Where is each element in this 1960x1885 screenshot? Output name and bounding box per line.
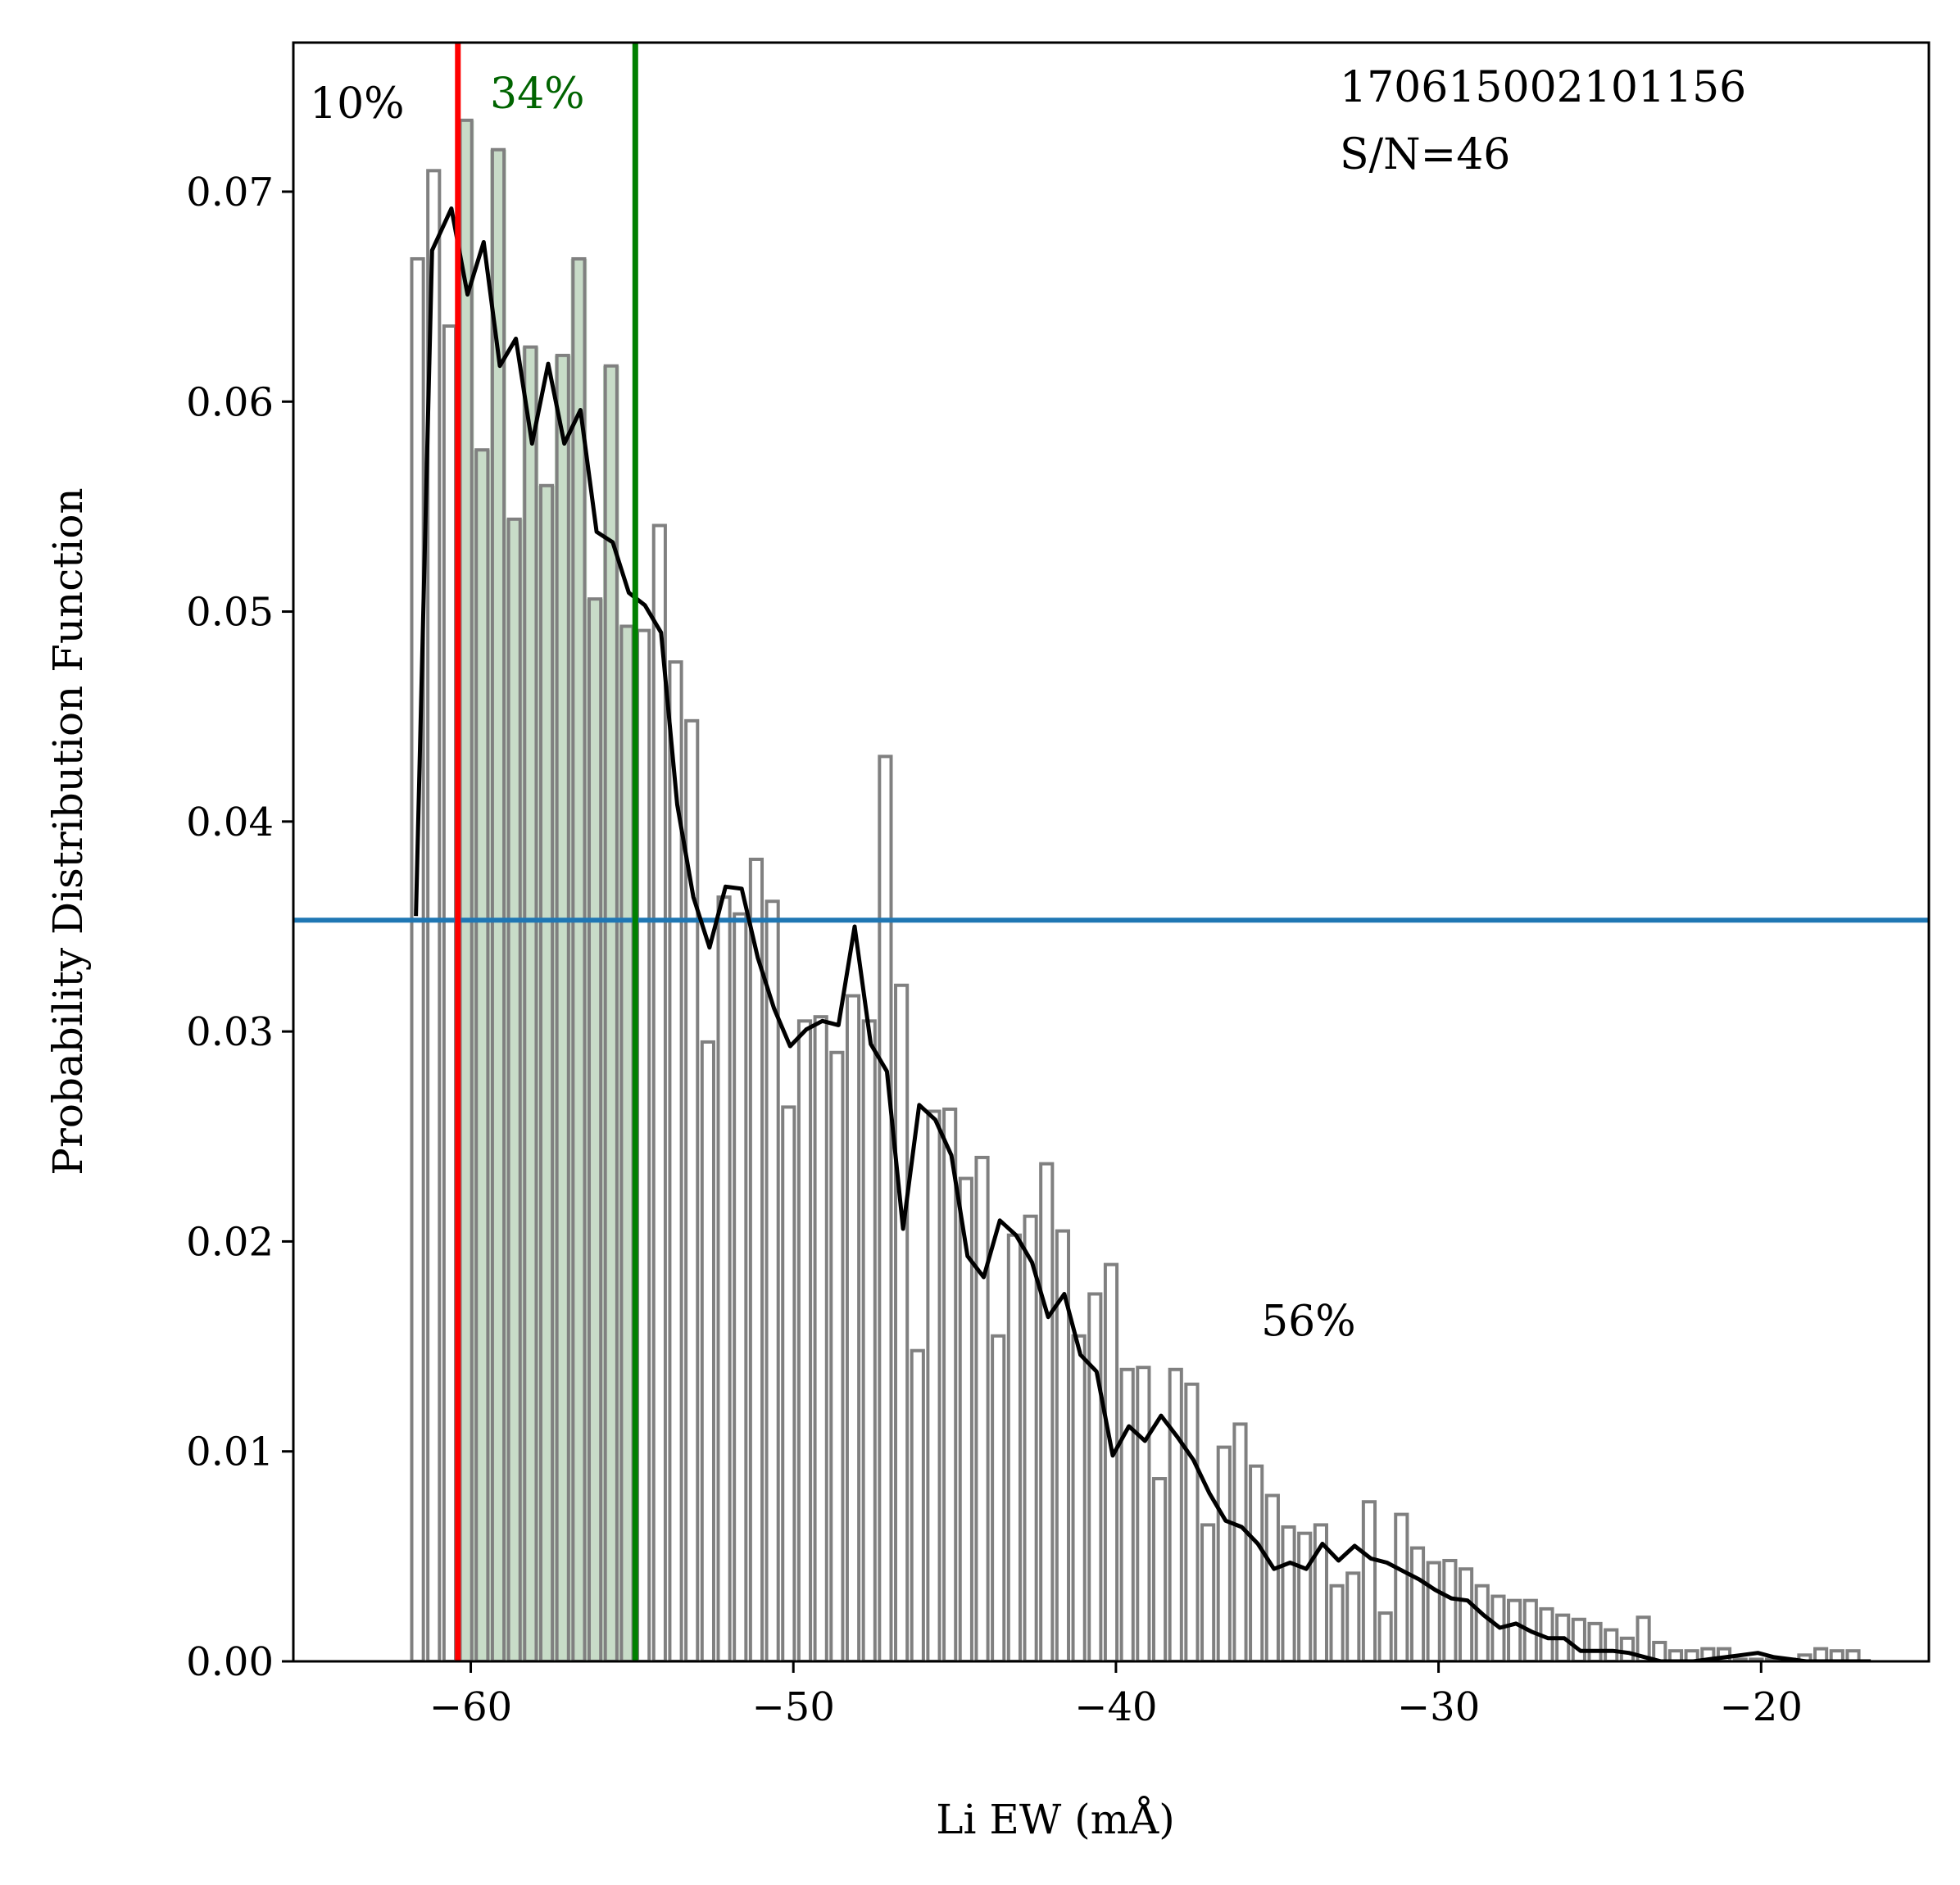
shaded-fill-segment [570, 258, 588, 1661]
shaded-fill-segment [490, 149, 506, 1661]
shaded-fill-segment [538, 485, 555, 1661]
plot-area [293, 43, 1929, 1661]
pct-right-label: 56% [1261, 1298, 1356, 1347]
x-tick-label: −60 [429, 1684, 512, 1730]
x-tick-label: −50 [752, 1684, 835, 1730]
histogram-bar [926, 1109, 941, 1661]
histogram-bar [1023, 1214, 1038, 1661]
y-tick-label: 0.00 [186, 1639, 274, 1685]
shaded-fill-segment [506, 519, 523, 1661]
y-tick-label: 0.02 [186, 1219, 274, 1265]
histogram-bar [894, 983, 910, 1661]
histogram-bar [813, 1015, 828, 1661]
histogram-bar [1571, 1617, 1586, 1661]
star-id-label: 170615002101156 [1340, 63, 1746, 112]
histogram-bar [603, 364, 619, 1661]
shaded-fill-segment [602, 365, 619, 1661]
x-axis-label: Li EW (mÅ) [936, 1795, 1174, 1843]
histogram-bar [1087, 1292, 1103, 1661]
snr-label: S/N=46 [1340, 130, 1510, 179]
histogram-bar [1458, 1567, 1474, 1661]
kde-curve [414, 206, 1872, 1661]
histogram-bar [1361, 1500, 1377, 1661]
shaded-fill-segment [554, 355, 571, 1661]
y-tick-label: 0.01 [186, 1430, 274, 1475]
y-axis-label: Probability Distribution Function [44, 487, 92, 1175]
pct-middle-label: 34% [490, 70, 585, 119]
y-tick-label: 0.07 [186, 170, 274, 215]
histogram-bar [523, 345, 538, 1661]
y-tick-label: 0.06 [186, 379, 274, 425]
axes-frame [292, 41, 1931, 1663]
x-tick-label: −20 [1720, 1684, 1803, 1730]
histogram-bar [1394, 1512, 1409, 1661]
histogram-bar [1264, 1493, 1280, 1661]
shaded-fill-segment [522, 347, 539, 1661]
histogram-bar [474, 448, 490, 1661]
shaded-fill-segment [587, 599, 603, 1661]
histogram-bar [571, 256, 587, 1661]
histogram-bar [974, 1155, 990, 1661]
histogram-bar [878, 754, 893, 1661]
histogram-bar [684, 718, 700, 1661]
histogram-bar [490, 147, 506, 1661]
x-tick-label: −40 [1074, 1684, 1157, 1730]
histogram-bar [1522, 1598, 1538, 1661]
histogram-bar [1039, 1162, 1055, 1661]
histogram-bar [1232, 1422, 1248, 1661]
x-tick-label: −30 [1397, 1684, 1480, 1730]
histogram-bar [942, 1107, 958, 1661]
histogram-bar [1507, 1598, 1522, 1661]
shaded-fill-segment [474, 450, 491, 1661]
histogram-bar [1345, 1571, 1361, 1661]
shaded-fill-segment [457, 120, 474, 1661]
histogram-bar [733, 912, 748, 1661]
histogram-bar [829, 1050, 845, 1661]
histogram-bar [910, 1348, 925, 1661]
y-tick-label: 0.05 [186, 590, 274, 636]
pct-left-label: 10% [310, 79, 405, 129]
histogram-bar [764, 899, 780, 1661]
y-tick-label: 0.03 [186, 1009, 274, 1055]
histogram-bar [1184, 1382, 1200, 1661]
axes: −60 −50 −40 −30 −20 0.00 0.01 0.02 0.03 0.04 0.05 0… [186, 41, 1931, 1730]
plot-clipped-layer [293, 43, 1929, 1661]
shaded-fill-segment [619, 626, 636, 1661]
histogram-bar [1409, 1546, 1426, 1661]
histogram-bar [1442, 1558, 1458, 1661]
y-tick-label: 0.04 [186, 800, 274, 845]
histogram-bar [588, 597, 603, 1661]
histogram-bar [1377, 1611, 1393, 1661]
histogram-bar [410, 256, 425, 1661]
histogram-bar [1426, 1561, 1441, 1661]
histogram-bar [748, 857, 764, 1661]
